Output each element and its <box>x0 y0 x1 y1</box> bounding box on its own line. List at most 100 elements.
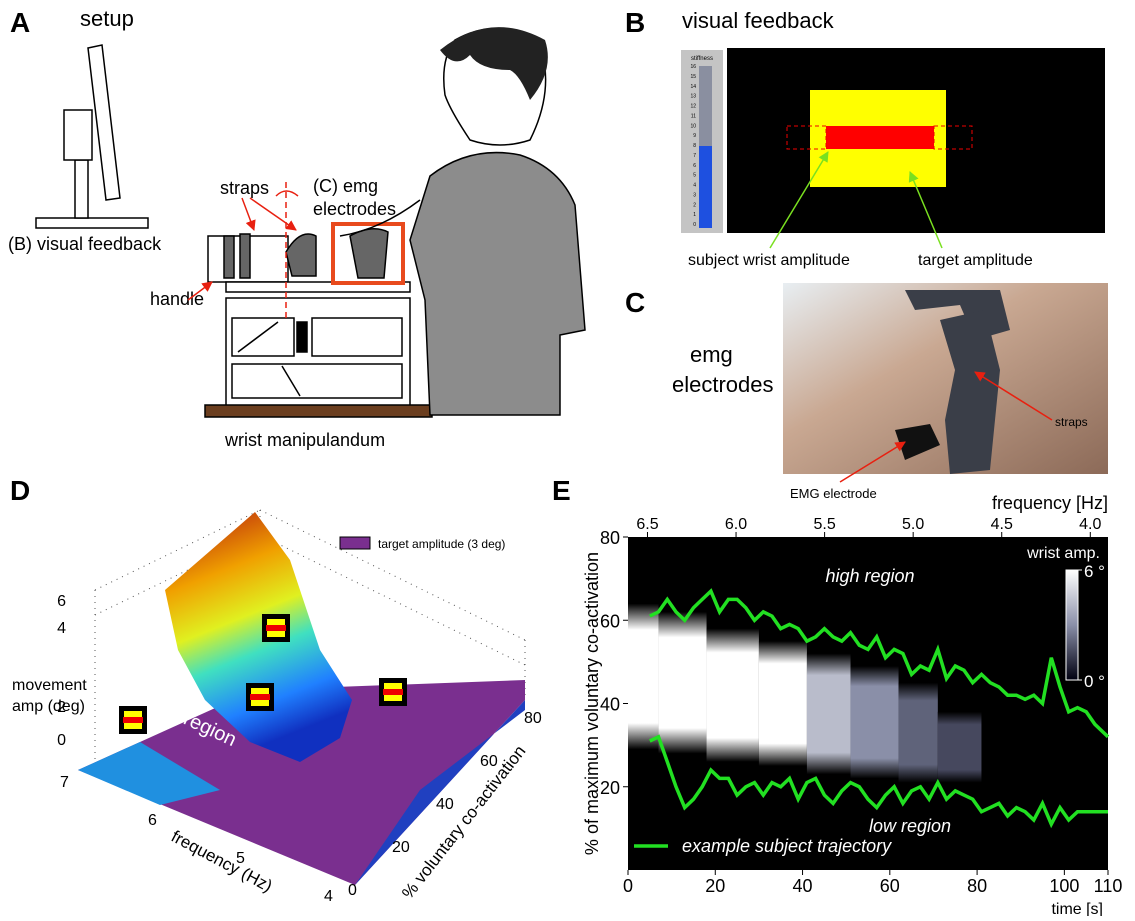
axis-label: movement <box>12 677 87 694</box>
heatmap-cell <box>707 629 759 762</box>
slider-tick-label: 12 <box>690 104 696 110</box>
panel-title: electrodes <box>672 372 774 397</box>
slider-tick-label: 8 <box>693 143 696 149</box>
region-label: high region <box>825 566 914 586</box>
panel-c: C emg electrodes straps EMG electrode <box>625 283 1108 501</box>
panel-title: setup <box>80 6 134 31</box>
panel-letter: C <box>625 287 645 318</box>
x2-tick-label: 6.5 <box>636 516 658 533</box>
slider-tick-label: 0 <box>693 222 696 228</box>
x-axis-label: time [s] <box>1051 901 1103 916</box>
x-tick-label: 0 <box>623 876 633 896</box>
y-tick-label: 0 <box>348 882 357 899</box>
panel-a: A setup (B) visual feedback straps (C) e… <box>8 6 585 450</box>
slider-tick-label: 2 <box>693 202 696 208</box>
label: target amplitude <box>918 252 1033 269</box>
y-tick-label: 20 <box>392 839 410 856</box>
panel-letter: A <box>10 7 30 38</box>
y-tick-label: 60 <box>480 753 498 770</box>
x2-tick-label: 5.5 <box>813 516 835 533</box>
colorbar-tick-label: 0 ° <box>1084 672 1105 691</box>
slider-tick-label: 1 <box>693 212 696 218</box>
label: electrodes <box>313 199 396 219</box>
y-tick-label: 80 <box>600 528 620 548</box>
panel-title: emg <box>690 342 733 367</box>
x2-axis-label: frequency [Hz] <box>992 493 1108 513</box>
slider-tick-label: 15 <box>690 74 696 80</box>
label: subject wrist amplitude <box>688 252 850 269</box>
slider-tick-label: 7 <box>693 153 696 159</box>
panel-letter: E <box>552 475 571 506</box>
label: handle <box>150 289 204 309</box>
slider-tick-label: 4 <box>693 183 696 189</box>
label: EMG electrode <box>790 486 877 501</box>
y-axis-label: % of maximum voluntary co-activation <box>582 552 602 855</box>
x-tick-label: 4 <box>324 888 333 905</box>
monitor-drawing <box>36 45 148 228</box>
axis-label: amp (deg) <box>12 698 85 715</box>
colorbar-tick-label: 6 ° <box>1084 562 1105 581</box>
panel-d: D target amplitude (3 deg) high region l… <box>10 475 542 905</box>
icon <box>379 678 407 706</box>
slider-tick-label: 13 <box>690 94 696 100</box>
x-tick-label: 40 <box>793 876 813 896</box>
heatmap-cell <box>659 612 707 754</box>
heatmap-cell <box>938 712 982 783</box>
slider-label: stiffness <box>691 56 713 62</box>
y-tick-label: 40 <box>600 695 620 715</box>
x-tick-label: 80 <box>967 876 987 896</box>
x-tick-label: 60 <box>880 876 900 896</box>
x2-tick-label: 5.0 <box>902 516 924 533</box>
x-tick-label: 20 <box>705 876 725 896</box>
label: straps <box>1055 415 1088 429</box>
icon <box>246 683 274 711</box>
slider-tick-label: 10 <box>690 123 696 129</box>
slider-tick-label: 9 <box>693 133 696 139</box>
x2-tick-label: 4.5 <box>991 516 1013 533</box>
photo <box>783 283 1108 474</box>
heatmap-cell <box>759 641 807 766</box>
colorbar-label: wrist amp. <box>1026 545 1100 562</box>
y-tick-label: 20 <box>600 778 620 798</box>
region-label: high region <box>338 608 437 670</box>
z-tick-label: 6 <box>57 593 66 610</box>
label: straps <box>220 178 269 198</box>
legend-swatch <box>340 537 370 549</box>
label: (C) emg <box>313 176 378 196</box>
panel-e: E 20 40 60 80 0 20 40 60 80 100 110 6.5 6.0 5.5 5.0 4.5… <box>552 475 1122 916</box>
slider-fill <box>699 146 712 228</box>
panel-title: visual feedback <box>682 8 835 33</box>
z-tick-label: 0 <box>57 732 66 749</box>
label: (B) visual feedback <box>8 234 162 254</box>
heatmap-cell <box>851 666 899 778</box>
heatmap-cell <box>899 683 938 783</box>
legend-label: example subject trajectory <box>682 836 892 856</box>
panel-letter: D <box>10 475 30 506</box>
slider-tick-label: 14 <box>690 84 696 90</box>
slider-tick-label: 11 <box>691 113 696 119</box>
x2-tick-label: 4.0 <box>1079 516 1101 533</box>
heatmap-cell <box>628 604 659 750</box>
region-label: low region <box>869 816 951 836</box>
x2-tick-label: 6.0 <box>725 516 747 533</box>
y-tick-label: 80 <box>524 710 542 727</box>
z-tick-label: 2 <box>57 699 66 716</box>
x-tick-label: 110 <box>1094 876 1123 896</box>
heatmap-cell <box>807 654 851 775</box>
z-tick-label: 4 <box>57 620 66 637</box>
slider-track <box>699 66 712 146</box>
manipulandum-drawing <box>205 229 432 417</box>
slider-tick-label: 16 <box>690 64 696 70</box>
panel-letter: B <box>625 7 645 38</box>
subject-bar <box>826 126 934 149</box>
x-tick-label: 7 <box>60 774 69 791</box>
y-tick-label: 40 <box>436 796 454 813</box>
colorbar <box>1066 570 1078 680</box>
slider-tick-label: 6 <box>693 163 696 169</box>
icon <box>119 706 147 734</box>
label: wrist manipulandum <box>224 430 385 450</box>
y-tick-label: 60 <box>600 611 620 631</box>
x-tick-label: 100 <box>1049 876 1079 896</box>
legend-label: target amplitude (3 deg) <box>378 537 505 551</box>
x-tick-label: 5 <box>236 850 245 867</box>
